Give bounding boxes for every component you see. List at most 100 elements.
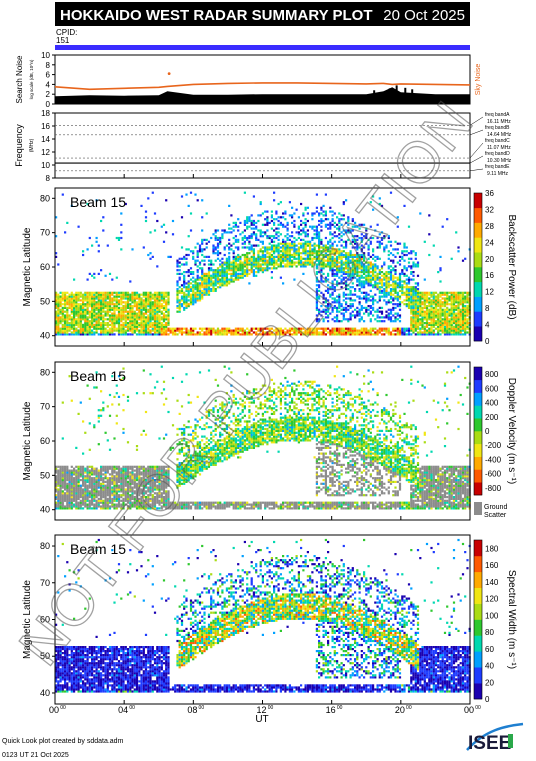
scatter-cell	[261, 235, 264, 238]
scatter-cell	[115, 305, 118, 308]
scatter-cell	[443, 325, 447, 328]
scatter-cell	[151, 333, 154, 336]
scatter-cell	[192, 276, 195, 279]
ground-scatter-cell	[59, 496, 62, 499]
scatter-cell	[441, 320, 444, 323]
scatter-cell	[259, 269, 262, 272]
scatter-cell	[205, 242, 208, 245]
scatter-cell	[100, 312, 103, 315]
scatter-cell	[124, 333, 127, 336]
scatter-cell	[385, 329, 388, 332]
scatter-cell	[113, 295, 116, 298]
scatter-cell	[160, 333, 163, 336]
scatter-cell	[416, 265, 420, 268]
scatter-cell	[91, 306, 94, 309]
scatter-cell	[234, 223, 237, 226]
scatter-cell	[345, 244, 348, 247]
scatter-cell	[100, 291, 103, 294]
scatter-cell	[365, 329, 368, 332]
ground-scatter-cell	[86, 467, 89, 470]
scatter-cell	[443, 329, 447, 332]
scatter-cell	[437, 295, 440, 298]
scatter-cell	[320, 276, 323, 279]
scatter-cell	[261, 331, 264, 334]
scatter-cell	[376, 278, 379, 281]
scatter-cell	[91, 331, 94, 334]
scatter-cell	[257, 253, 260, 257]
scatter-cell	[201, 280, 204, 283]
scatter-cell	[380, 329, 384, 332]
scatter-cell	[398, 278, 402, 281]
scatter-cell	[439, 327, 442, 330]
scatter-cell	[329, 331, 332, 334]
ground-scatter-cell	[73, 496, 76, 499]
scatter-cell	[102, 331, 105, 334]
scatter-cell	[291, 261, 294, 264]
scatter-cell	[61, 312, 64, 315]
scatter-cell	[66, 325, 69, 328]
scatter-cell	[106, 312, 109, 315]
scatter-cell	[354, 289, 357, 292]
scatter-cell	[180, 289, 184, 292]
scatter-cell	[192, 295, 195, 298]
scatter-cell	[430, 316, 433, 319]
scatter-cell	[383, 250, 386, 253]
scatter-cell	[264, 257, 267, 260]
ground-scatter-cell	[95, 501, 98, 504]
scatter-cell	[277, 327, 280, 330]
scatter-cell	[398, 289, 402, 292]
scatter-cell	[115, 236, 118, 240]
scatter-cell	[315, 259, 318, 262]
scatter-cell	[340, 271, 343, 274]
scatter-cell	[345, 306, 348, 309]
scatter-cell	[135, 329, 139, 332]
scatter-cell	[192, 301, 195, 304]
scatter-cell	[383, 316, 386, 319]
scatter-cell	[264, 223, 267, 226]
scatter-cell	[315, 227, 318, 230]
scatter-cell	[234, 276, 237, 279]
scatter-cell	[144, 310, 148, 313]
scatter-cell	[189, 293, 193, 296]
scatter-cell	[205, 255, 208, 258]
scatter-cell	[457, 314, 460, 317]
scatter-cell	[144, 216, 148, 219]
search-noise-spike	[411, 89, 414, 104]
scatter-cell	[282, 331, 285, 334]
scatter-cell	[347, 255, 350, 258]
scatter-cell	[297, 233, 300, 236]
scatter-cell	[124, 303, 127, 306]
scatter-cell	[383, 299, 386, 302]
scatter-cell	[144, 295, 148, 298]
scatter-cell	[93, 333, 96, 336]
scatter-cell	[360, 236, 363, 240]
scatter-cell	[412, 289, 415, 292]
scatter-cell	[356, 280, 359, 283]
scatter-cell	[270, 238, 273, 241]
scatter-cell	[372, 272, 375, 275]
scatter-cell	[59, 322, 62, 325]
scatter-cell	[97, 316, 100, 319]
scatter-cell	[340, 252, 343, 255]
scatter-cell	[455, 333, 458, 336]
scatter-cell	[306, 253, 309, 257]
scatter-cell	[349, 331, 352, 334]
scatter-cell	[189, 327, 193, 330]
scatter-cell	[149, 314, 152, 317]
scatter-cell	[385, 271, 388, 274]
scatter-cell	[320, 314, 323, 317]
scatter-cell	[178, 310, 181, 313]
scatter-cell	[266, 261, 269, 264]
scatter-cell	[372, 303, 375, 306]
scatter-cell	[367, 314, 370, 317]
scatter-cell	[196, 293, 199, 296]
scatter-cell	[68, 329, 71, 332]
scatter-cell	[223, 231, 226, 234]
scatter-cell	[108, 293, 112, 296]
scatter-cell	[295, 238, 298, 241]
scatter-cell	[140, 320, 143, 323]
scatter-cell	[86, 384, 89, 387]
scatter-cell	[147, 322, 150, 325]
scatter-cell	[91, 291, 94, 294]
scatter-cell	[464, 306, 467, 309]
